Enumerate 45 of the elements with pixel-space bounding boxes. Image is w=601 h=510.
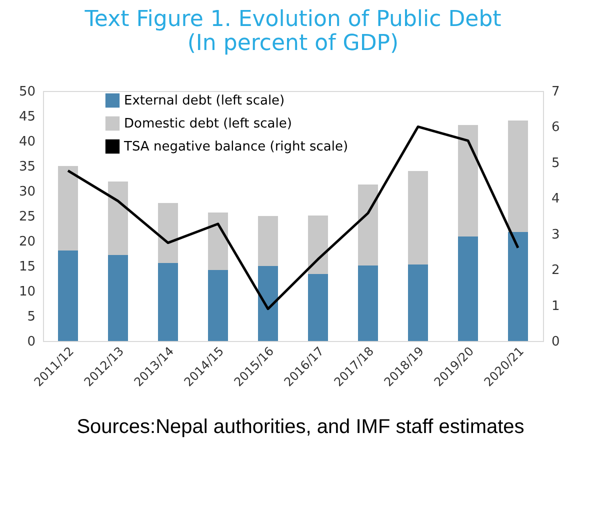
y-tick-label: 5 xyxy=(27,310,36,324)
y2-tick-label: 3 xyxy=(552,227,560,242)
y-tick-label: 45 xyxy=(18,110,36,124)
y2-tick-label: 4 xyxy=(552,192,560,207)
legend-label: External debt (left scale) xyxy=(124,94,285,108)
y-tick-label: 30 xyxy=(18,184,36,200)
chart-title: Text Figure 1. Evolution of Public Debt xyxy=(84,7,502,32)
bar xyxy=(508,120,528,232)
y2-tick-label: 7 xyxy=(552,84,560,100)
bar xyxy=(58,250,78,341)
y-tick-label: 50 xyxy=(18,84,36,100)
y-tick-label: 35 xyxy=(18,160,36,174)
bar xyxy=(308,216,328,274)
source-note: Sources:Nepal authorities, and IMF staff estimates xyxy=(76,416,526,439)
bar xyxy=(458,125,478,236)
y-tick-label: 25 xyxy=(18,210,36,224)
bar xyxy=(408,264,428,341)
bar xyxy=(108,255,128,341)
y-tick-label: 20 xyxy=(18,234,36,250)
bar xyxy=(258,216,278,266)
bar xyxy=(158,263,178,341)
bar xyxy=(108,182,128,255)
bar xyxy=(508,232,528,341)
bar xyxy=(158,203,178,263)
y-tick-label: 10 xyxy=(18,284,36,300)
y2-tick-label: 0 xyxy=(552,334,560,350)
legend-label: Domestic debt (left scale) xyxy=(124,116,292,132)
chart-subtitle: (In percent of GDP) xyxy=(187,31,399,56)
bar xyxy=(58,166,78,250)
y-tick-label: 0 xyxy=(27,334,36,350)
bar xyxy=(358,184,378,266)
y-tick-label: 15 xyxy=(18,260,36,274)
legend-label: TSA negative balance (right scale) xyxy=(123,140,348,154)
bar xyxy=(208,212,228,270)
bar xyxy=(458,236,478,341)
bar xyxy=(358,266,378,341)
bar xyxy=(308,274,328,341)
y2-tick-label: 2 xyxy=(552,263,560,278)
bar xyxy=(258,266,278,341)
y2-tick-label: 5 xyxy=(552,156,560,171)
y2-tick-label: 1 xyxy=(552,298,560,314)
bar xyxy=(208,270,228,341)
y-tick-label: 40 xyxy=(18,134,36,150)
y2-tick-label: 6 xyxy=(552,120,560,136)
bar xyxy=(408,171,428,264)
